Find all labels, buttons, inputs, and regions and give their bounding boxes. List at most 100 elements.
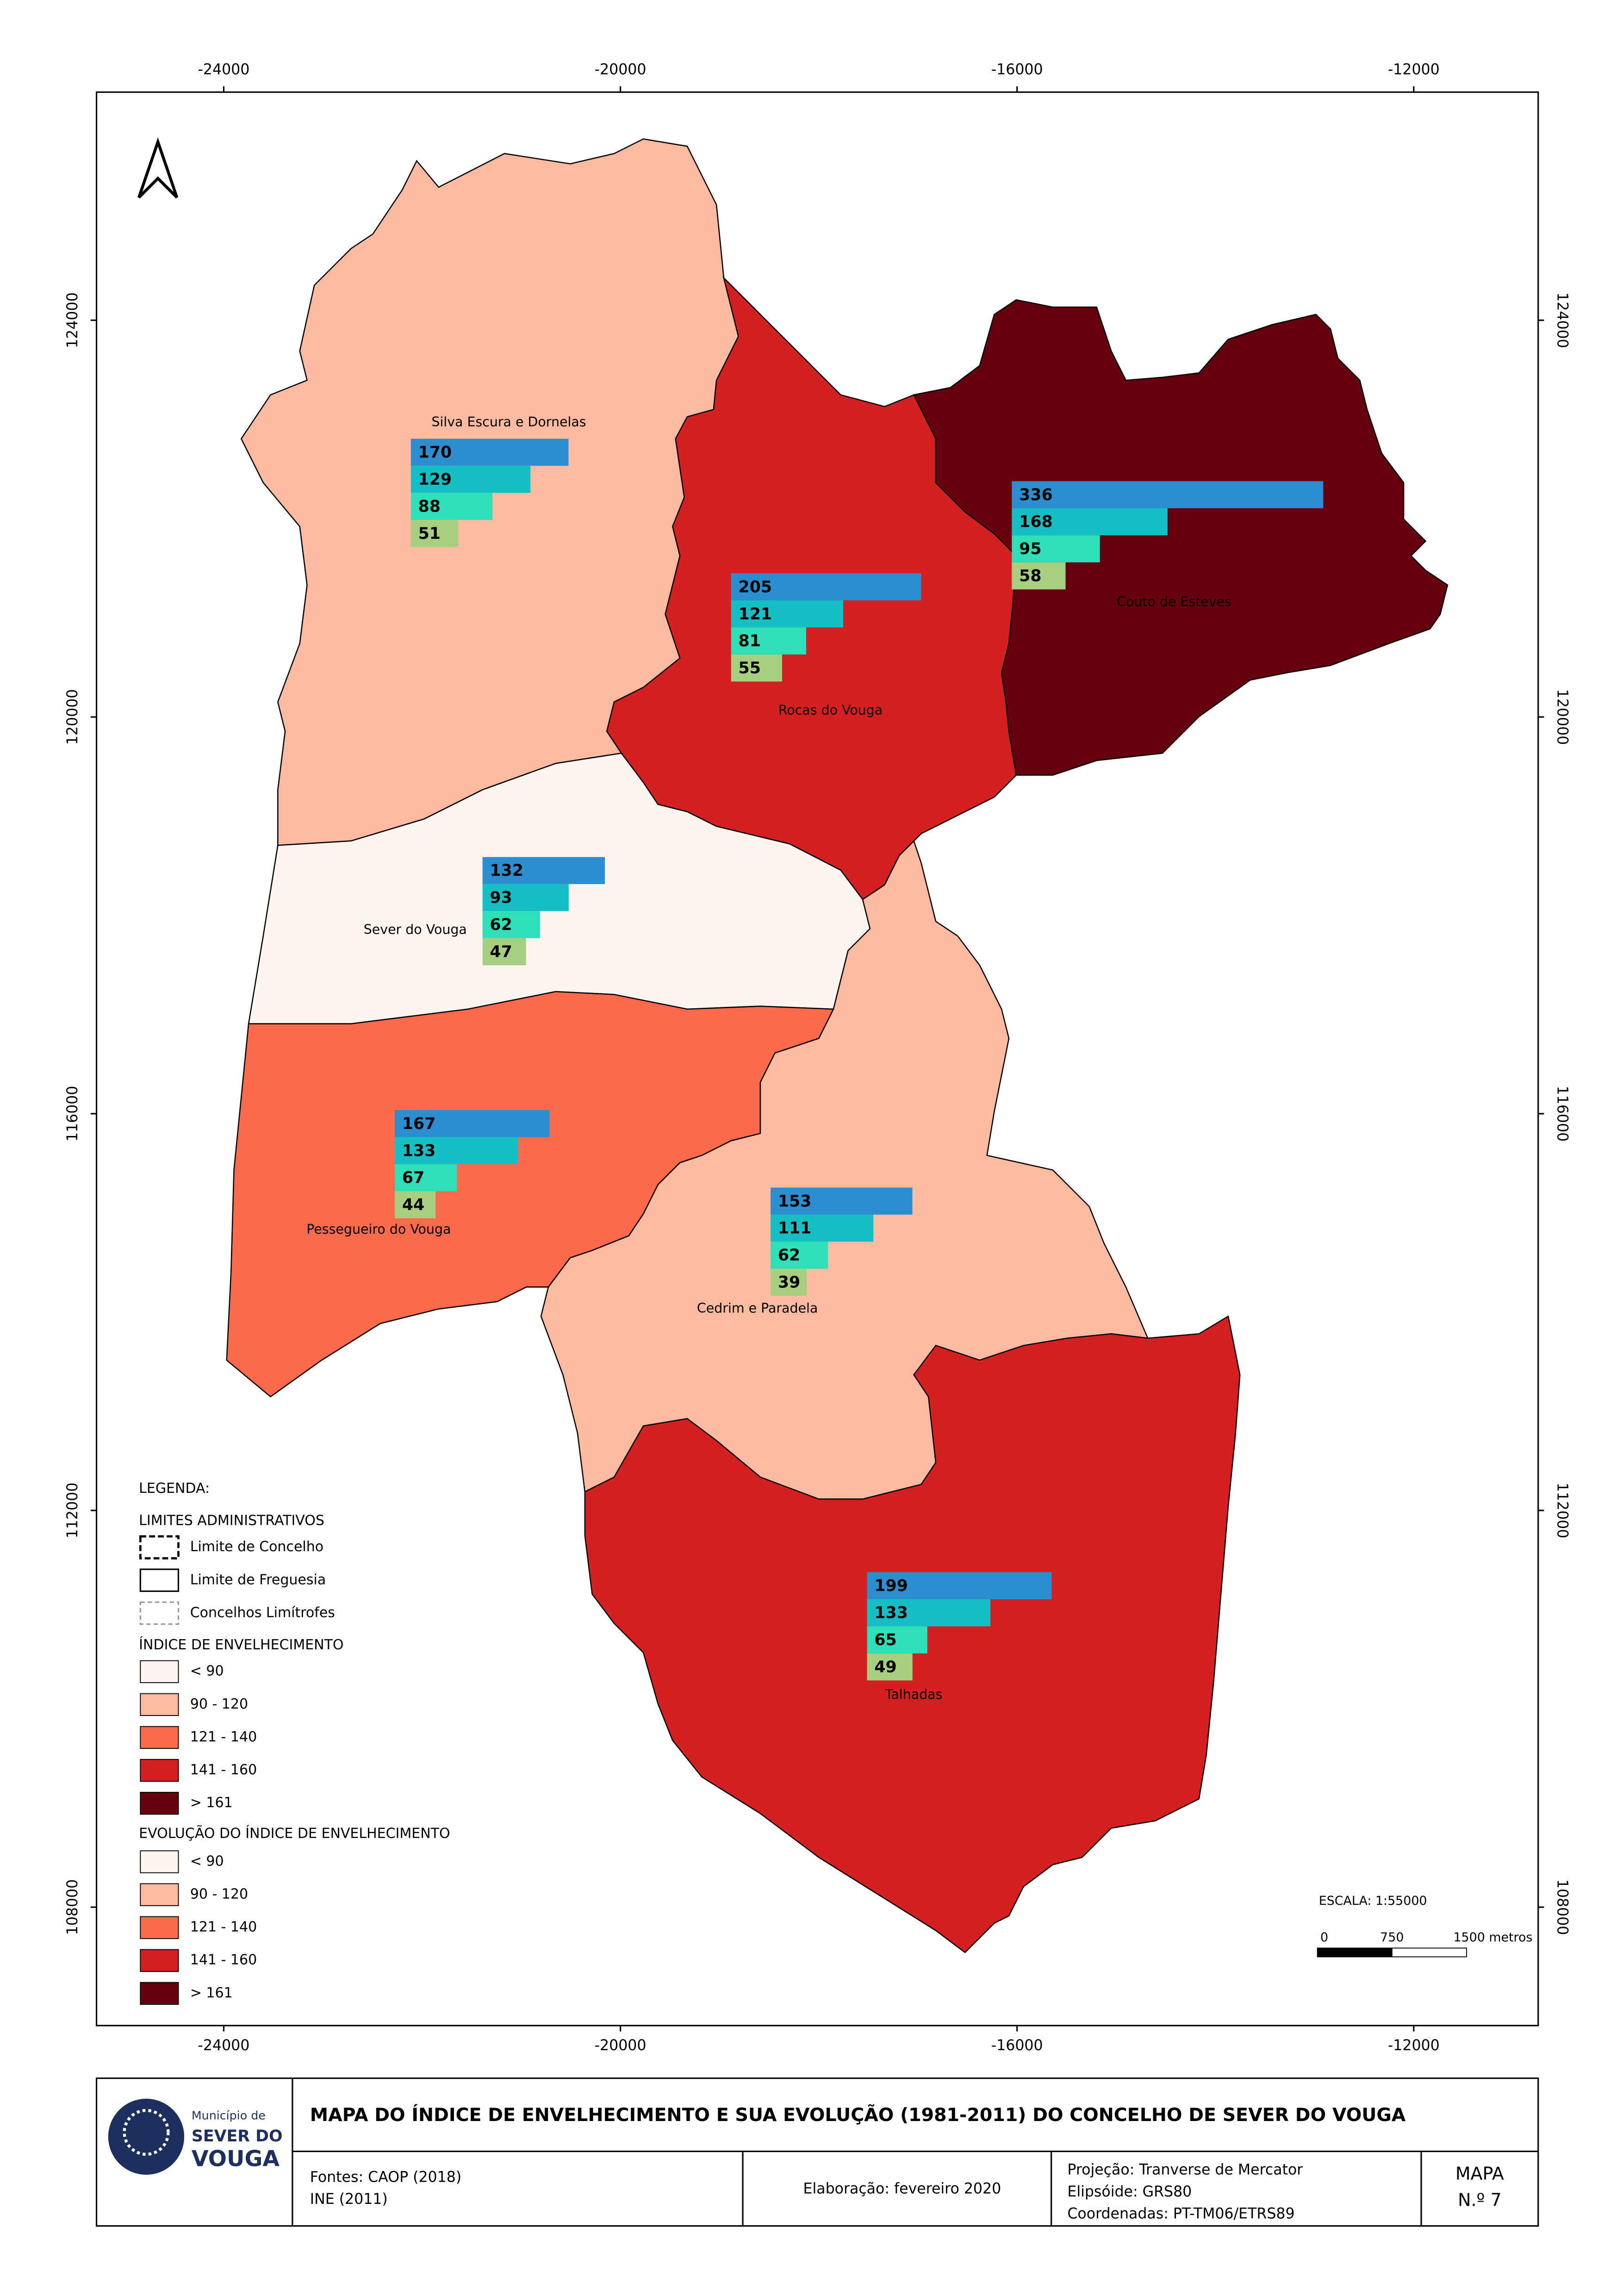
bar-label: 133: [874, 1604, 908, 1622]
bar: [410, 493, 493, 520]
bar: [771, 1242, 828, 1269]
x-tick-label: -12000: [1388, 2037, 1440, 2054]
map-id: N.º 7: [1458, 2190, 1501, 2210]
parish-label: Sever do Vouga: [364, 922, 467, 937]
bar: [771, 1268, 807, 1296]
bar-label: 51: [418, 524, 441, 543]
bar-label: 65: [874, 1631, 896, 1649]
bar-label: 95: [1019, 540, 1041, 558]
y-tick-label: 108000: [64, 1879, 81, 1935]
map-id: MAPA: [1455, 2164, 1504, 2184]
bar-label: 121: [739, 605, 772, 624]
bar: [867, 1572, 1052, 1599]
scale-label: 750: [1380, 1930, 1404, 1945]
legend-swatch: [140, 1660, 179, 1683]
x-tick-label: -16000: [991, 62, 1043, 78]
bar-label: 133: [402, 1142, 436, 1160]
legend-label: 141 - 160: [190, 1762, 257, 1778]
legend-label: 121 - 140: [190, 1919, 257, 1935]
legend-swatch: [140, 1916, 179, 1939]
bar-label: 81: [739, 632, 761, 650]
legend-label: 121 - 140: [190, 1729, 257, 1745]
legend-label: 90 - 120: [190, 1696, 248, 1712]
bar: [1012, 562, 1066, 590]
bar-label: 47: [490, 943, 512, 961]
legend-label: Concelhos Limítrofes: [190, 1604, 335, 1621]
bar: [867, 1653, 913, 1681]
logo-text: VOUGA: [192, 2146, 280, 2171]
bar-label: 111: [778, 1219, 812, 1238]
y-tick-label: 120000: [64, 689, 81, 745]
bar: [731, 573, 921, 600]
scale-segment: [1317, 1947, 1393, 1958]
legend-swatch: [140, 1791, 179, 1815]
x-tick-label: -20000: [595, 62, 647, 78]
bar-label: 88: [418, 498, 441, 516]
legend-label: < 90: [190, 1853, 224, 1869]
map-title: MAPA DO ÍNDICE DE ENVELHECIMENTO E SUA E…: [310, 2104, 1406, 2126]
overlay: -24000 -24000 -20000 -20000 -16000 -16000 -120…: [64, 62, 1570, 2054]
bar: [482, 911, 540, 938]
legend-label: Limite de Freguesia: [190, 1572, 326, 1588]
bar: [731, 627, 806, 655]
scale-label: 1500 metros: [1453, 1930, 1532, 1945]
legend-label: 141 - 160: [190, 1952, 257, 1968]
y-tick-label: 124000: [1554, 293, 1570, 349]
bar-label: 205: [739, 578, 772, 596]
legend-swatch: [140, 1759, 179, 1782]
y-tick-label: 124000: [64, 293, 81, 349]
bar-label: 199: [874, 1577, 908, 1595]
legend-label: 90 - 120: [190, 1886, 248, 1903]
bar-label: 55: [739, 659, 761, 678]
y-tick-label: 120000: [1554, 689, 1570, 745]
bar-label: 336: [1019, 486, 1053, 504]
bar: [1012, 481, 1324, 508]
legend-swatch: [140, 1982, 179, 2005]
legend-swatch: [140, 1693, 179, 1716]
bar-label: 132: [490, 861, 523, 880]
bar-label: 39: [778, 1273, 800, 1292]
legend-heading: ÍNDICE DE ENVELHECIMENTO: [139, 1636, 343, 1653]
parish-label: Cedrim e Paradela: [697, 1301, 818, 1316]
logo-text: Município de: [192, 2109, 266, 2122]
legend-swatch: [140, 1726, 179, 1749]
y-tick-label: 116000: [1554, 1086, 1570, 1142]
legend-heading: LIMITES ADMINISTRATIVOS: [139, 1512, 324, 1529]
bar: [482, 938, 526, 966]
logo-tree: [123, 2109, 170, 2156]
legend-swatch: [140, 1850, 179, 1873]
projection: Coordenadas: PT-TM06/ETRS89: [1067, 2205, 1294, 2222]
parish-label: Talhadas: [885, 1687, 943, 1702]
y-tick-label: 112000: [1554, 1483, 1570, 1539]
bar-label: 58: [1019, 567, 1041, 586]
sources: Fontes: CAOP (2018): [310, 2169, 461, 2185]
bar: [410, 466, 531, 493]
bar: [410, 438, 569, 466]
bar-label: 129: [418, 470, 452, 489]
legend-label: > 161: [190, 1985, 233, 2001]
legend-swatch: [139, 1568, 180, 1592]
legend-swatch: [139, 1535, 180, 1560]
bar-label: 168: [1019, 513, 1053, 531]
x-tick-label: -24000: [198, 62, 250, 78]
north-arrow: [137, 137, 179, 199]
legend-swatch: [139, 1601, 180, 1625]
bar-label: 67: [402, 1169, 424, 1187]
x-tick-label: -12000: [1388, 62, 1440, 78]
bar: [867, 1599, 990, 1627]
bar: [395, 1110, 550, 1137]
y-tick-label: 108000: [1554, 1879, 1570, 1935]
bar: [1012, 508, 1168, 536]
bar: [1012, 535, 1100, 562]
projection: Projeção: Tranverse de Mercator: [1067, 2162, 1303, 2178]
legend-heading: EVOLUÇÃO DO ÍNDICE DE ENVELHECIMENTO: [139, 1825, 450, 1841]
bar-label: 62: [778, 1246, 800, 1265]
y-tick-label: 116000: [64, 1086, 81, 1142]
bar-label: 93: [490, 889, 512, 907]
bar-label: 44: [402, 1196, 424, 1214]
bar: [731, 654, 782, 682]
bar-label: 49: [874, 1658, 896, 1677]
x-tick-label: -20000: [595, 2037, 647, 2054]
bar: [771, 1214, 874, 1242]
bar: [395, 1137, 518, 1164]
